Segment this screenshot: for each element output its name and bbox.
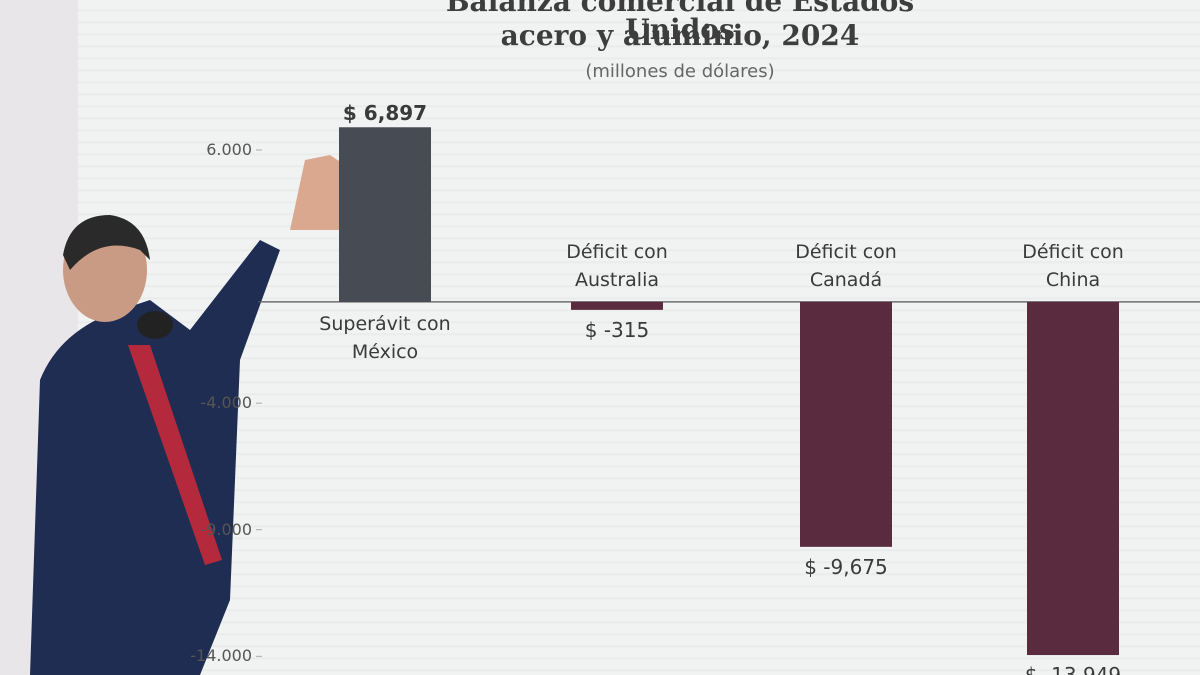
- value-label: $ -315: [584, 317, 650, 342]
- bar: [571, 301, 663, 310]
- chart-subtitle: (millones de dólares): [585, 61, 775, 82]
- bar: [339, 127, 431, 302]
- y-tick-label: -14.000: [190, 646, 252, 666]
- value-label: $ -9,675: [804, 554, 888, 579]
- value-label: $ 6,897: [342, 101, 428, 126]
- presenter: [30, 155, 360, 675]
- y-tick-label: 6.000: [206, 139, 252, 159]
- y-tick-label: -4.000: [200, 393, 252, 413]
- chart-title: Balanza comercial de Estados Unidos: [445, 0, 915, 46]
- chart-title: acero y aluminio, 2024: [500, 19, 860, 52]
- bar: [1027, 301, 1119, 656]
- category-label: Déficit con Australia: [566, 240, 668, 291]
- y-tick-label: -9.000: [200, 519, 252, 539]
- category-label: Superávit con México: [319, 312, 451, 363]
- bar: [800, 301, 892, 547]
- category-label: Déficit con Canadá: [795, 240, 897, 291]
- value-label: $ -13,949: [1025, 661, 1121, 675]
- category-label: Déficit con China: [1022, 240, 1124, 291]
- presentation-screen: [78, 0, 1200, 675]
